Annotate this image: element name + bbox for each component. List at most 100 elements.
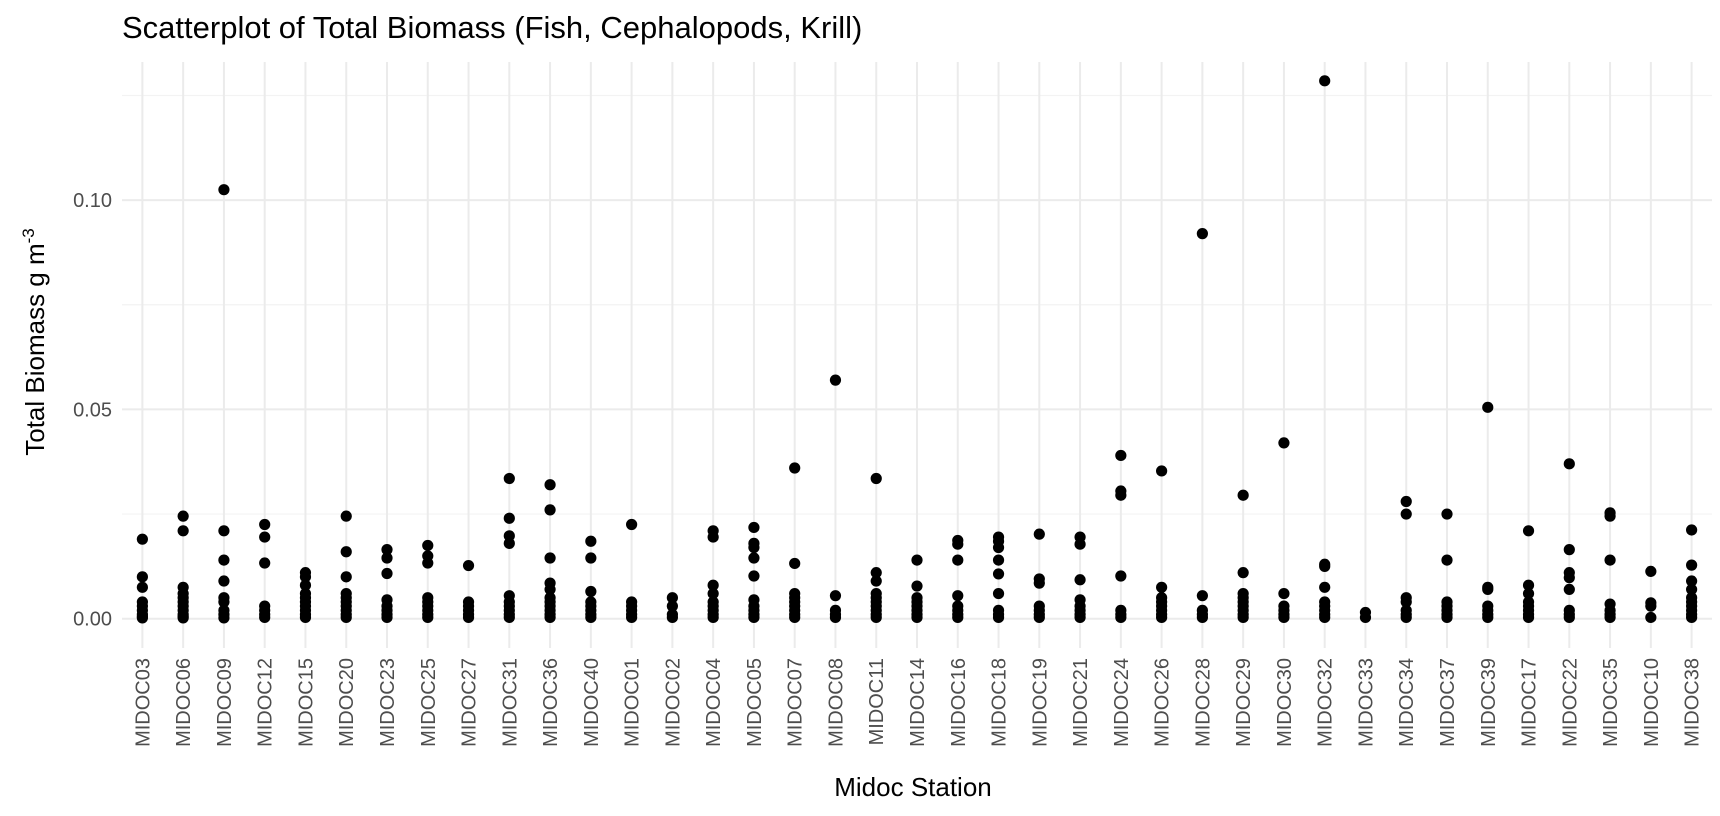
data-point [177, 525, 189, 537]
x-tick-label: MIDOC02 [662, 658, 684, 747]
x-tick-label: MIDOC37 [1437, 658, 1459, 747]
data-point [748, 541, 760, 554]
data-point [1563, 572, 1575, 584]
data-point [1563, 611, 1575, 624]
data-point [1319, 560, 1331, 572]
data-point [503, 611, 515, 624]
data-point [136, 533, 148, 545]
data-point [952, 611, 964, 624]
x-tick-label: MIDOC06 [173, 658, 195, 747]
y-tick-label: 0.00 [73, 609, 112, 631]
data-point [218, 575, 230, 587]
data-point [136, 612, 148, 624]
data-point [952, 590, 964, 602]
data-point [462, 559, 475, 572]
data-point [585, 585, 597, 598]
data-point [1115, 449, 1127, 462]
data-point [1156, 611, 1168, 624]
data-point [1563, 458, 1575, 470]
data-point [544, 583, 556, 596]
data-point [136, 581, 148, 593]
data-point [1482, 401, 1494, 413]
x-tick-label: MIDOC29 [1233, 658, 1255, 747]
x-tick-label: MIDOC27 [459, 658, 481, 747]
data-point [422, 539, 434, 552]
x-tick-label: MIDOC35 [1600, 658, 1622, 747]
data-point [1563, 583, 1575, 596]
data-point [218, 596, 230, 608]
x-tick-label: MIDOC30 [1274, 658, 1296, 747]
data-point [789, 611, 801, 624]
data-point [1033, 577, 1045, 589]
data-point [1074, 611, 1086, 624]
data-point [1400, 495, 1412, 508]
y-axis-title: Total Biomass g m-3 [19, 228, 50, 456]
x-tick-label: MIDOC26 [1152, 658, 1174, 747]
data-point [1686, 524, 1698, 536]
data-point [1115, 570, 1127, 582]
data-point [992, 611, 1005, 624]
data-point [1074, 538, 1086, 550]
x-tick-label: MIDOC08 [825, 658, 847, 747]
x-tick-label: MIDOC11 [866, 658, 888, 745]
data-point [503, 537, 515, 549]
data-point [1033, 611, 1045, 624]
data-point [422, 611, 434, 624]
x-tick-label: MIDOC40 [581, 658, 603, 747]
data-point [1278, 611, 1290, 624]
data-point [1522, 579, 1535, 591]
x-tick-label: MIDOC22 [1559, 658, 1581, 747]
x-tick-label: MIDOC25 [418, 658, 440, 747]
data-point [259, 518, 271, 531]
x-tick-label: MIDOC01 [622, 658, 644, 747]
data-point [1563, 544, 1575, 556]
y-axis-title-main: Total Biomass g m [20, 243, 50, 455]
data-point [503, 472, 515, 485]
y-tick-label: 0.05 [73, 399, 112, 421]
data-point [218, 525, 230, 537]
data-point [1645, 600, 1657, 612]
data-point [992, 568, 1005, 580]
data-point [1441, 508, 1453, 520]
data-point [1400, 596, 1412, 608]
data-point [1319, 611, 1331, 624]
x-tick-label: MIDOC03 [132, 658, 154, 747]
data-point [992, 541, 1005, 554]
data-point [340, 510, 352, 522]
data-point [544, 479, 556, 491]
data-point [1156, 581, 1168, 593]
data-point [626, 518, 638, 531]
data-point [829, 590, 842, 602]
data-point [259, 531, 271, 543]
data-point [1522, 587, 1535, 600]
data-point [340, 571, 352, 583]
data-point [1441, 611, 1453, 624]
data-point [218, 612, 230, 624]
data-point [1278, 587, 1290, 600]
x-tick-label: MIDOC31 [499, 658, 521, 747]
data-point [911, 554, 923, 566]
data-point [829, 374, 842, 386]
x-tick-label: MIDOC07 [785, 658, 807, 747]
data-points [136, 75, 1698, 624]
data-point [177, 612, 189, 624]
data-point [789, 557, 801, 570]
x-tick-label: MIDOC19 [1029, 658, 1051, 747]
data-point [1319, 581, 1331, 593]
data-point [666, 600, 678, 612]
data-point [666, 611, 678, 624]
data-point [1604, 611, 1616, 624]
data-point [1686, 575, 1698, 587]
data-point [748, 521, 760, 534]
y-axis-ticks: 0.00 0.05 0.10 [73, 190, 112, 631]
x-tick-label: MIDOC10 [1641, 658, 1663, 747]
data-point [381, 611, 393, 624]
data-point [707, 579, 719, 591]
data-point [870, 472, 882, 485]
data-point [1482, 611, 1494, 624]
data-point [1686, 583, 1698, 596]
x-tick-label: MIDOC38 [1682, 658, 1704, 747]
x-tick-label: MIDOC18 [989, 658, 1011, 747]
data-point [177, 510, 189, 522]
data-point [1237, 567, 1249, 579]
